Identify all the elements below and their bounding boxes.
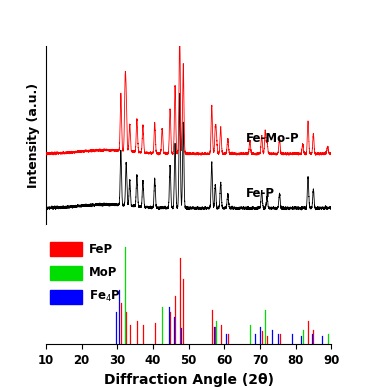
Text: Fe$_4$P: Fe$_4$P (89, 289, 121, 304)
Text: FeP: FeP (89, 243, 113, 255)
Text: MoP: MoP (89, 266, 117, 279)
Bar (50, 266, 82, 280)
Bar (50, 290, 82, 304)
X-axis label: Diffraction Angle (2θ): Diffraction Angle (2θ) (104, 373, 273, 387)
Y-axis label: Intensity (a.u.): Intensity (a.u.) (28, 83, 40, 188)
Text: Fe-Mo-P: Fe-Mo-P (246, 132, 299, 145)
Text: Fe-P: Fe-P (246, 187, 275, 200)
Bar (50, 242, 82, 256)
